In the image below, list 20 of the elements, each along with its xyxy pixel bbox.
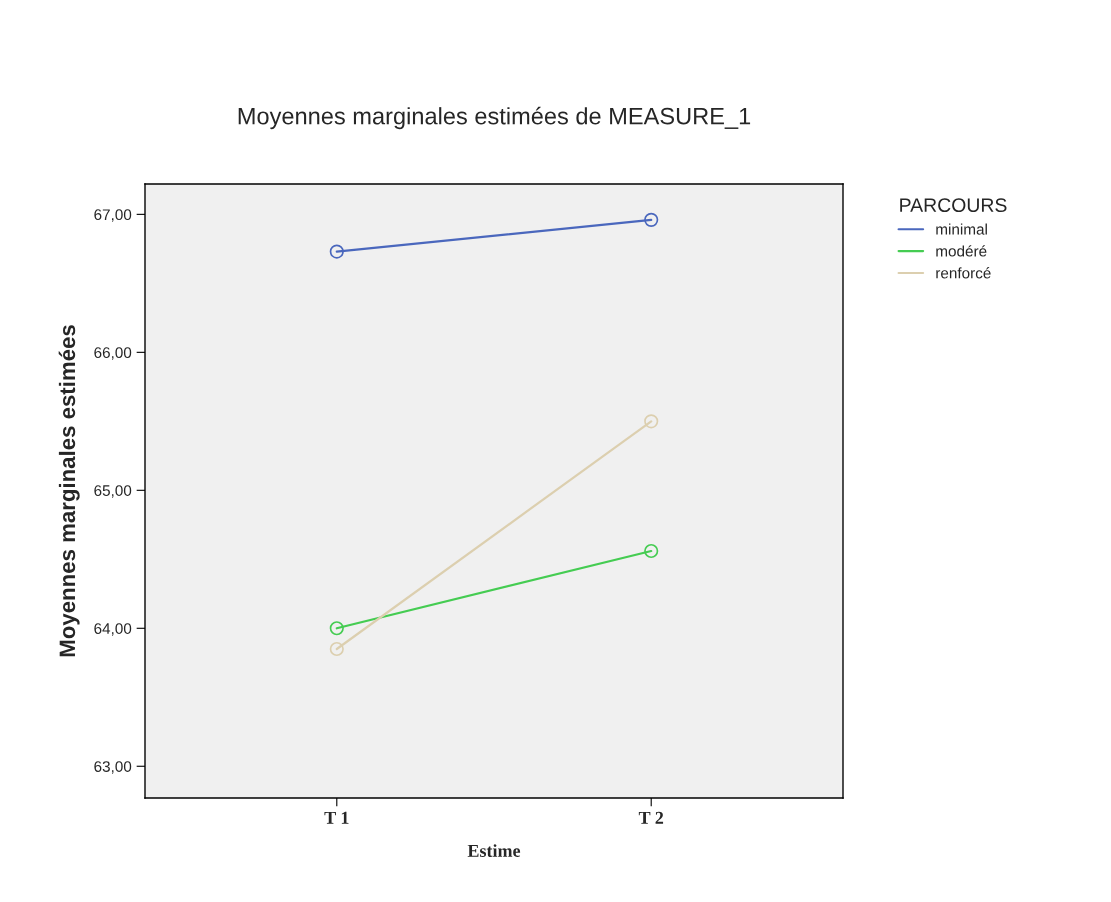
- point: [329, 621, 344, 636]
- y-tick-label: 64,00: [94, 623, 132, 636]
- y-tick-label: 66,00: [94, 347, 132, 360]
- chart-title: Moyennes marginales estimées de MEASURE_1: [238, 106, 751, 130]
- legend-label: modéré: [936, 245, 987, 257]
- x-axis-title: Estime: [467, 844, 521, 857]
- y-axis-title: Moyennes marginales estimées: [58, 325, 80, 657]
- x-tick-label: T 2: [638, 811, 664, 824]
- x-tick-label: T 1: [324, 811, 349, 824]
- point: [329, 641, 344, 657]
- y-tick-label: 65,00: [94, 485, 132, 498]
- y-tick-label: 67,00: [94, 209, 132, 222]
- legend-label: minimal: [936, 223, 987, 235]
- legend-label: renforcé: [936, 267, 991, 279]
- point: [329, 244, 344, 259]
- legend-title: PARCOURS: [900, 198, 1007, 213]
- point: [644, 212, 659, 227]
- point: [644, 543, 659, 559]
- point: [644, 414, 659, 429]
- y-tick-label: 63,00: [94, 761, 132, 774]
